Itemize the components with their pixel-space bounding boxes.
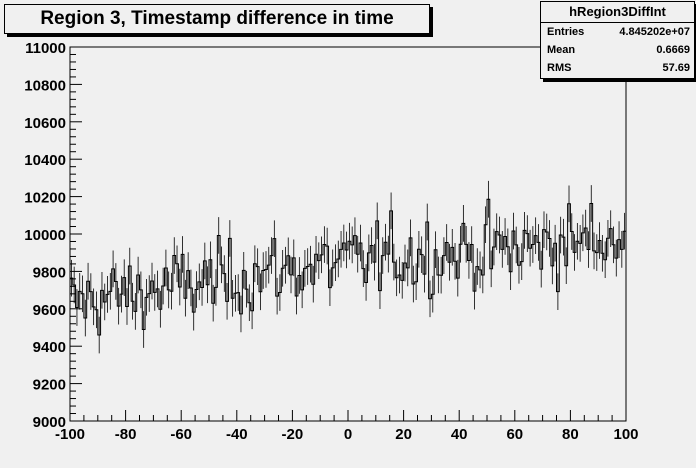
- x-tick-label: 0: [344, 426, 352, 443]
- x-tick-label: -80: [115, 426, 137, 443]
- x-tick-label: 80: [562, 426, 579, 443]
- x-tick-label: -20: [282, 426, 304, 443]
- y-tick-label: 9600: [33, 302, 66, 319]
- x-tick-label: 20: [395, 426, 412, 443]
- stats-label: RMS: [547, 62, 572, 74]
- stats-value: 57.69: [662, 62, 690, 74]
- x-tick-label: -60: [170, 426, 192, 443]
- x-tick-label: 60: [506, 426, 523, 443]
- stats-value: 0.6669: [656, 44, 690, 56]
- stats-label: Mean: [547, 44, 576, 56]
- axis-ticks: [69, 46, 627, 422]
- y-tick-labels: 9000 9200 9400 9600 9800 10000 10200 10400 10600…: [24, 40, 66, 431]
- x-tick-label: -40: [226, 426, 248, 443]
- plot-frame: [69, 46, 627, 422]
- x-tick-label: -100: [55, 426, 85, 443]
- stats-box: hRegion3DiffInt Entries 4.845202e+07 Mea…: [540, 1, 695, 79]
- y-tick-label: 10200: [24, 190, 66, 207]
- y-tick-label: 10600: [24, 115, 66, 132]
- histogram-series: [70, 180, 626, 354]
- y-tick-label: 10800: [24, 77, 66, 94]
- stats-label: Entries: [547, 26, 585, 38]
- stats-histogram-name: hRegion3DiffInt: [541, 2, 694, 23]
- stats-row-entries: Entries 4.845202e+07: [541, 23, 694, 41]
- chart-title: Region 3, Timestamp difference in time: [4, 4, 430, 34]
- y-tick-label: 10400: [24, 152, 66, 169]
- histogram-error-bars: [70, 180, 626, 354]
- stats-value: 4.845202e+07: [619, 26, 690, 38]
- x-tick-labels: -100 -80 -60 -40 -20 0 20 40 60 80 100: [55, 426, 639, 443]
- y-tick-label: 9200: [33, 377, 66, 394]
- y-tick-label: 9800: [33, 264, 66, 281]
- y-tick-label: 11000: [25, 40, 66, 57]
- y-tick-label: 9400: [33, 339, 66, 356]
- stats-row-mean: Mean 0.6669: [541, 41, 694, 59]
- y-tick-label: 9000: [33, 414, 66, 431]
- y-tick-label: 10000: [24, 227, 66, 244]
- stats-row-rms: RMS 57.69: [541, 59, 694, 77]
- x-tick-label: 100: [613, 426, 638, 443]
- x-tick-label: 40: [451, 426, 468, 443]
